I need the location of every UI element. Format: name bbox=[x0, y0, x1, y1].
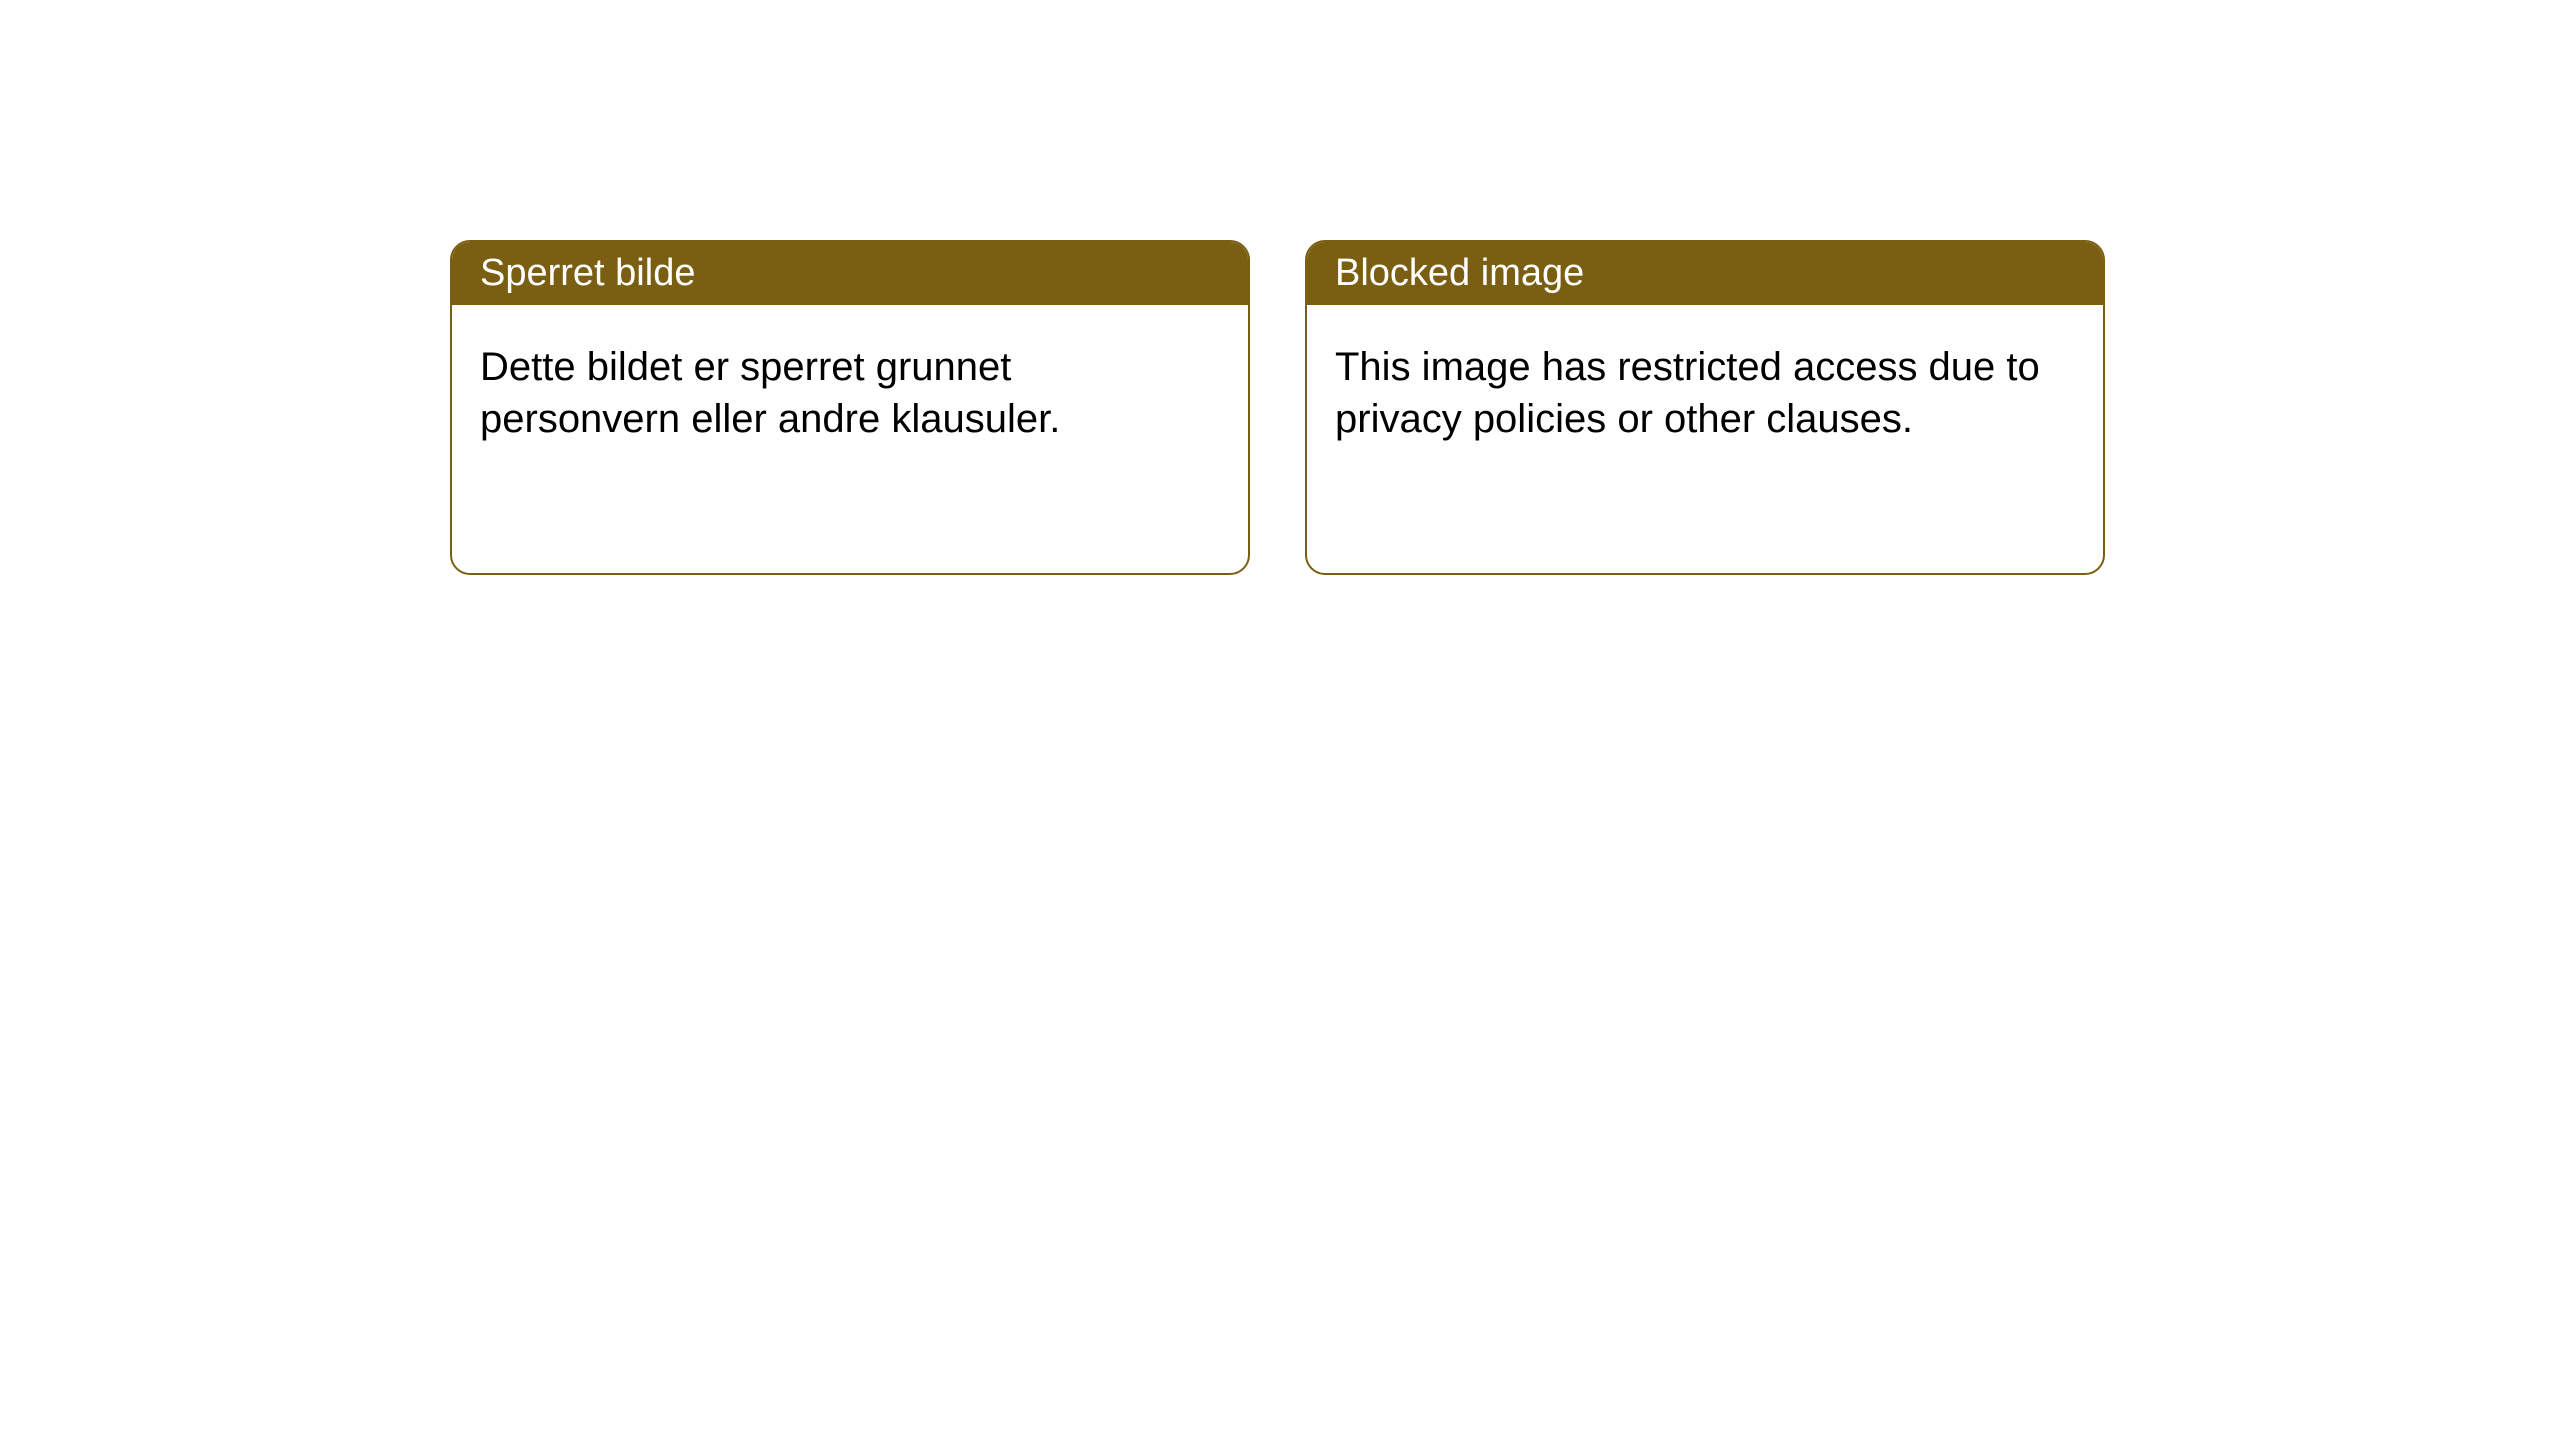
card-title-no: Sperret bilde bbox=[480, 252, 695, 294]
card-body-no: Dette bildet er sperret grunnet personve… bbox=[452, 305, 1248, 481]
card-body-text-en: This image has restricted access due to … bbox=[1335, 345, 2040, 441]
card-body-en: This image has restricted access due to … bbox=[1307, 305, 2103, 481]
blocked-image-card-en: Blocked image This image has restricted … bbox=[1305, 240, 2105, 575]
cards-container: Sperret bilde Dette bildet er sperret gr… bbox=[0, 0, 2560, 575]
card-title-en: Blocked image bbox=[1335, 252, 1584, 294]
card-body-text-no: Dette bildet er sperret grunnet personve… bbox=[480, 345, 1060, 441]
card-header-en: Blocked image bbox=[1307, 242, 2103, 305]
blocked-image-card-no: Sperret bilde Dette bildet er sperret gr… bbox=[450, 240, 1250, 575]
card-header-no: Sperret bilde bbox=[452, 242, 1248, 305]
